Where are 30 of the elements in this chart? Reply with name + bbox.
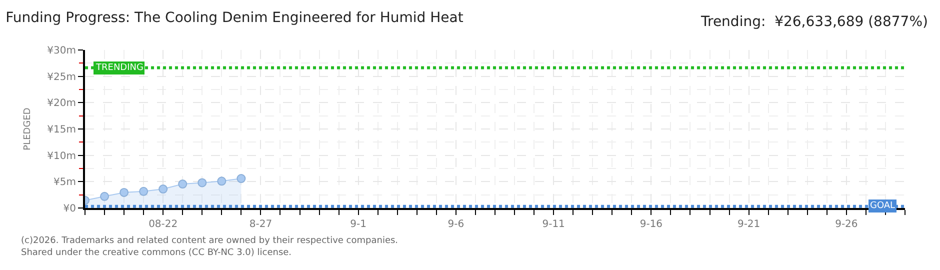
point bbox=[100, 192, 110, 201]
chart-subtitle: Trending: ¥26,633,689 (8877%) bbox=[700, 14, 928, 30]
point bbox=[139, 186, 148, 196]
x-tick-label: 08-22 bbox=[148, 219, 178, 230]
x-tick-label: 9-6 bbox=[448, 219, 464, 230]
y-tick-label: ¥30m bbox=[47, 46, 76, 56]
text: (c)2026. Trademarks and related content are owned by their respective companies. bbox=[21, 236, 398, 246]
ref-line-label: TRENDING bbox=[95, 63, 144, 73]
chart-title: Funding Progress: The Cooling Denim Engineered for Humid Heat bbox=[6, 10, 464, 26]
point bbox=[217, 176, 226, 186]
y-tick-label: ¥15m bbox=[47, 124, 76, 136]
x-tick-label: 9-11 bbox=[542, 219, 565, 230]
point bbox=[178, 180, 188, 189]
y-axis-title: PLEDGED bbox=[23, 108, 34, 150]
y-tick-label: ¥25m bbox=[47, 72, 76, 83]
point bbox=[236, 174, 246, 184]
x-tick-label: 9-21 bbox=[737, 219, 760, 230]
text: Shared under the creative commons (CC BY-NC 3.0) license. bbox=[21, 248, 292, 258]
point bbox=[120, 188, 129, 197]
y-tick-label: ¥10m bbox=[47, 150, 76, 162]
x-tick-label: 9-26 bbox=[835, 219, 858, 230]
y-tick-label: ¥5m bbox=[54, 177, 76, 188]
point bbox=[198, 178, 207, 188]
y-tick-label: ¥20m bbox=[47, 98, 76, 110]
x-tick-label: 9-1 bbox=[350, 219, 366, 230]
y-tick-label: ¥0 bbox=[63, 204, 76, 214]
x-tick-label: 8-27 bbox=[249, 219, 272, 230]
x-tick-label: 9-16 bbox=[640, 219, 663, 230]
ref-line-label: GOAL bbox=[870, 201, 896, 211]
point bbox=[158, 184, 168, 194]
